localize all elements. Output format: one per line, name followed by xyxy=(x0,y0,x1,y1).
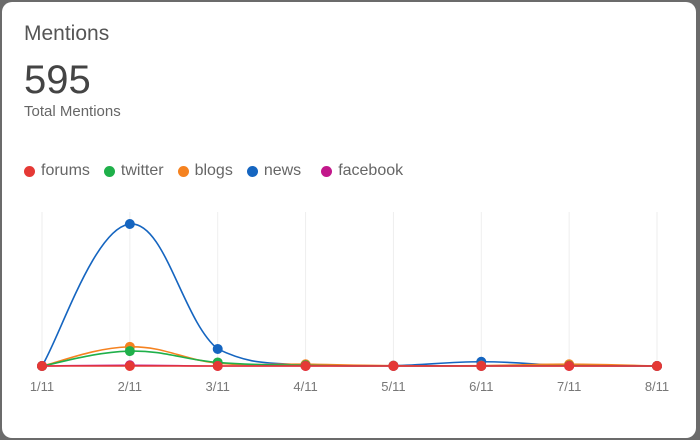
x-tick-label: 3/11 xyxy=(206,379,230,394)
data-point-forums[interactable] xyxy=(652,361,662,371)
legend-item-facebook[interactable]: facebook xyxy=(321,162,403,180)
x-tick-label: 4/11 xyxy=(293,379,317,394)
x-tick-label: 8/11 xyxy=(645,379,669,394)
legend-item-blogs[interactable]: blogs xyxy=(177,162,233,180)
legend-item-forums[interactable]: forums xyxy=(24,162,90,180)
card-title: Mentions xyxy=(24,22,110,45)
legend-item-twitter[interactable]: twitter xyxy=(103,162,164,180)
legend-dot xyxy=(246,165,258,177)
data-point-forums[interactable] xyxy=(388,361,399,371)
legend-dot xyxy=(177,165,189,177)
legend-dot xyxy=(321,165,333,177)
data-point-forums[interactable] xyxy=(37,361,47,371)
data-point-forums[interactable] xyxy=(212,361,223,371)
x-tick-label: 2/11 xyxy=(118,379,142,394)
legend-label: facebook xyxy=(338,162,404,179)
x-tick-label: 7/11 xyxy=(557,379,581,394)
data-point-news[interactable] xyxy=(212,343,223,354)
legend-dot xyxy=(24,165,35,177)
data-point-forums[interactable] xyxy=(476,361,487,371)
legend-item-news[interactable]: news xyxy=(246,162,302,180)
total-mentions-value: 595 xyxy=(24,58,91,102)
x-tick-label: 6/11 xyxy=(469,379,493,394)
legend-label: twitter xyxy=(120,162,164,179)
legend-label: news xyxy=(263,162,302,179)
data-point-forums[interactable] xyxy=(564,361,575,371)
legend-label: forums xyxy=(41,162,90,179)
series-line-blogs xyxy=(41,346,658,367)
data-point-news[interactable] xyxy=(124,219,135,229)
legend-dot xyxy=(103,165,115,177)
x-tick-label: 1/11 xyxy=(30,379,54,394)
legend-label: blogs xyxy=(194,162,233,179)
x-tick-label: 5/11 xyxy=(381,379,405,394)
data-point-twitter[interactable] xyxy=(124,346,135,357)
data-point-forums[interactable] xyxy=(124,361,135,371)
data-point-forums[interactable] xyxy=(300,361,311,371)
chart-legend: forums twitter blogs news facebook xyxy=(24,162,417,180)
total-mentions-label: Total Mentions xyxy=(24,103,121,120)
